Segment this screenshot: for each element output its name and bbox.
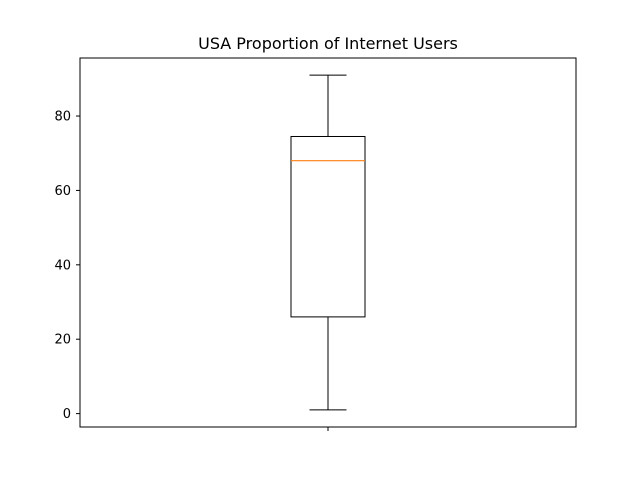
y-tick-label: 60 <box>54 184 71 199</box>
box <box>290 135 366 318</box>
y-tick-label: 40 <box>54 258 71 273</box>
y-tick-label: 20 <box>54 333 71 348</box>
box-series <box>290 74 366 411</box>
y-axis: 0 20 40 60 80 <box>54 110 80 422</box>
y-tick-label: 80 <box>54 110 71 125</box>
chart-title: USA Proportion of Internet Users <box>198 34 458 53</box>
y-tick-label: 0 <box>63 407 71 422</box>
